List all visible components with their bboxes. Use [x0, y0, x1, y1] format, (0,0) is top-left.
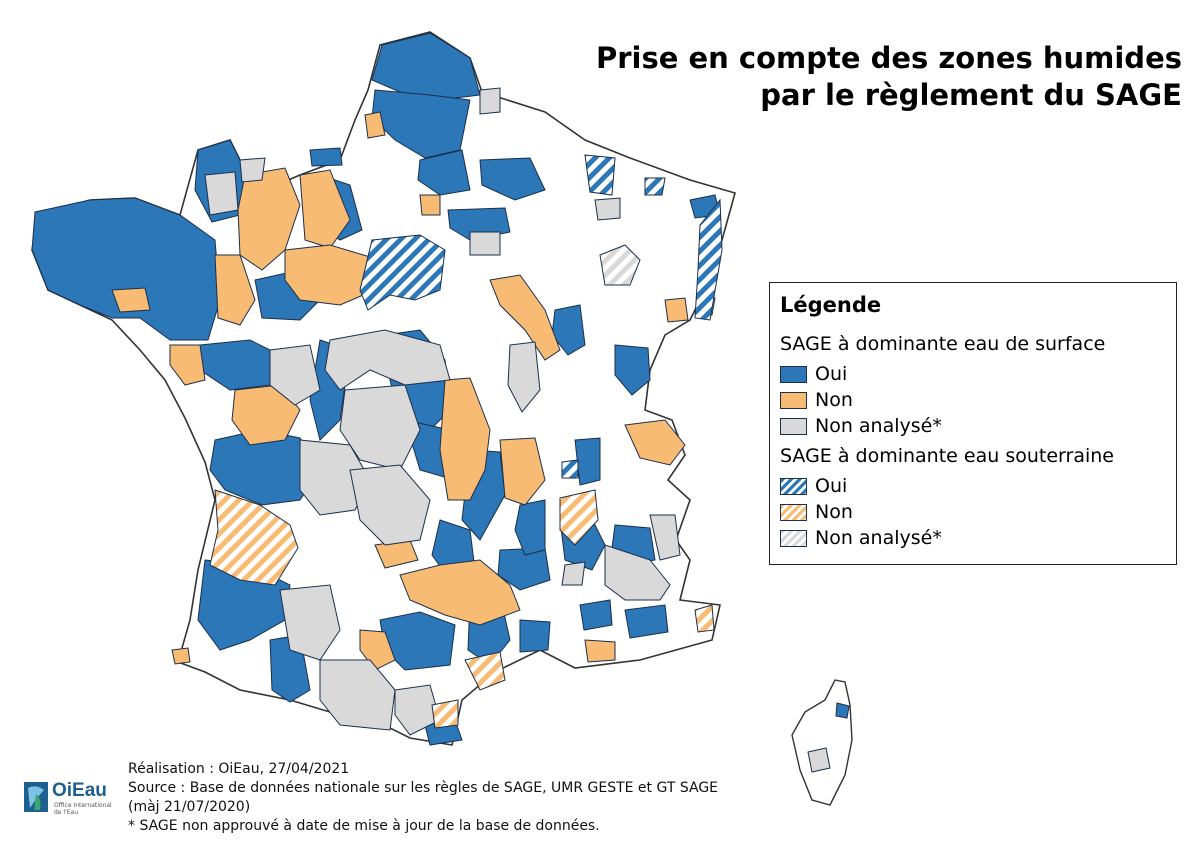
sage-zone: [561, 561, 586, 586]
sage-zone: [371, 32, 481, 101]
sage-zone: [579, 599, 613, 631]
sage-zone: [479, 87, 501, 115]
legend-swatch-non-analyse-hatched: [780, 529, 807, 547]
legend: Légende SAGE à dominante eau de surface …: [769, 282, 1177, 565]
sage-zone: [349, 464, 431, 546]
sage-zone: [279, 584, 341, 661]
legend-swatch-oui-hatched: [780, 477, 807, 495]
legend-item: Non analysé*: [780, 525, 1176, 551]
sage-zone: [214, 254, 256, 326]
sage-zone: [169, 344, 206, 386]
legend-item-label: Oui: [815, 475, 848, 497]
sage-zone: [835, 702, 850, 719]
sage-zone: [239, 157, 266, 183]
legend-item: Non: [780, 387, 1176, 413]
credits: Réalisation : OiEau, 27/04/2021 Source :…: [128, 760, 808, 836]
sage-zone: [514, 499, 546, 556]
sage-zone: [507, 341, 541, 413]
sage-zone: [479, 157, 546, 201]
sage-zone: [649, 514, 681, 561]
sage-zone: [417, 149, 471, 196]
sage-zone: [359, 234, 446, 311]
legend-swatch-non-hatched: [780, 503, 807, 521]
legend-item-label: Non analysé*: [815, 415, 942, 437]
sage-zone: [599, 244, 641, 286]
sage-zone: [31, 197, 221, 341]
logo-name: OiEau: [52, 780, 107, 801]
oieau-logo-icon: [24, 782, 48, 812]
sage-zone: [694, 604, 715, 633]
sage-zone: [171, 647, 191, 665]
sage-zone: [309, 147, 343, 167]
credits-footnote: * SAGE non approuvé à date de mise à jou…: [128, 818, 600, 834]
sage-zone: [299, 169, 351, 249]
map-title-line1: Prise en compte des zones humides: [595, 41, 1182, 75]
sage-zone: [111, 287, 151, 313]
legend-item: Oui: [780, 473, 1176, 499]
sage-zone: [561, 459, 579, 479]
legend-swatch-oui: [780, 365, 807, 383]
legend-swatch-non-analyse: [780, 417, 807, 435]
legend-item: Non: [780, 499, 1176, 525]
sage-zone: [624, 604, 669, 639]
sage-zone: [594, 197, 621, 221]
legend-item-label: Non analysé*: [815, 527, 942, 549]
sage-zone: [559, 489, 599, 546]
legend-item: Non analysé*: [780, 413, 1176, 439]
sage-zone: [604, 544, 671, 601]
legend-item-label: Oui: [815, 363, 848, 385]
logo-subtitle: Office International de l'Eau: [54, 802, 112, 816]
sage-zone: [394, 684, 441, 736]
sage-zone: [364, 111, 386, 139]
sage-zone: [269, 344, 321, 406]
legend-title: Légende: [780, 293, 882, 317]
legend-item-label: Non: [815, 389, 853, 411]
sage-zone: [584, 639, 616, 663]
sage-zone: [399, 559, 521, 626]
sage-zone: [624, 419, 686, 466]
legend-swatch-non: [780, 391, 807, 409]
credits-source: Source : Base de données nationale sur l…: [128, 780, 719, 796]
sage-zone: [584, 154, 616, 196]
sage-zone: [644, 177, 666, 196]
sage-zone: [694, 198, 723, 321]
oieau-logo: OiEau Office International de l'Eau: [22, 778, 118, 818]
sage-zone: [614, 344, 651, 396]
sage-zone: [664, 297, 689, 323]
sage-zone: [499, 437, 546, 506]
sage-zone: [469, 231, 501, 256]
sage-zone: [209, 489, 299, 586]
sage-zone: [284, 244, 381, 306]
credits-realisation: Réalisation : OiEau, 27/04/2021: [128, 761, 350, 777]
credits-update: (màj 21/07/2020): [128, 799, 251, 815]
legend-group-surface: SAGE à dominante eau de surface: [780, 333, 1106, 355]
sage-zone: [419, 194, 441, 216]
sage-zone: [807, 747, 831, 773]
map-title-line2: par le règlement du SAGE: [760, 78, 1182, 112]
sage-zone: [319, 659, 396, 731]
sage-zone: [489, 274, 561, 361]
map-title: Prise en compte des zones humides par le…: [482, 40, 1182, 114]
sage-zone: [204, 171, 239, 216]
sage-zone: [431, 699, 459, 729]
sage-zone: [574, 437, 601, 486]
sage-zone: [237, 167, 301, 271]
legend-item: Oui: [780, 361, 1176, 387]
legend-item-label: Non: [815, 501, 853, 523]
sage-zone: [519, 619, 551, 653]
sage-zone: [464, 651, 506, 691]
sage-zone: [299, 439, 371, 516]
sage-zone: [439, 377, 491, 501]
legend-group-souterraine: SAGE à dominante eau souterraine: [780, 445, 1114, 467]
